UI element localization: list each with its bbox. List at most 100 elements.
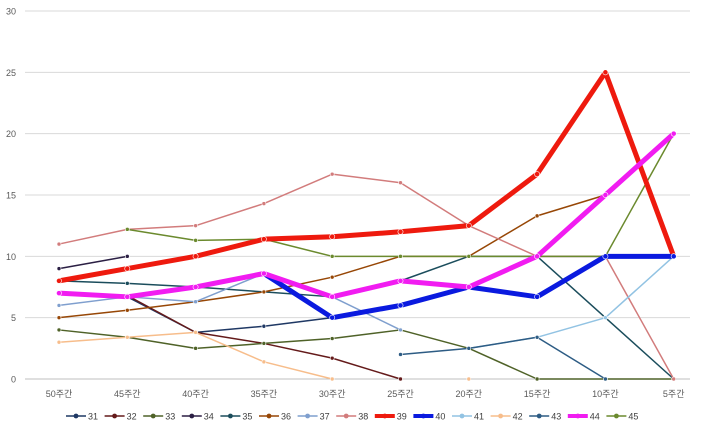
legend-item-37: 37	[297, 412, 330, 422]
legend-label: 43	[551, 412, 561, 422]
data-point	[329, 293, 336, 300]
y-tick-label: 20	[6, 129, 16, 139]
legend-item-39: 39	[374, 412, 407, 422]
legend-item-43: 43	[529, 412, 561, 422]
x-tick-label: 35주간	[251, 389, 278, 399]
x-tick-label: 30주간	[319, 389, 346, 399]
data-point	[329, 233, 336, 240]
data-point	[602, 253, 609, 260]
legend-label: 33	[165, 412, 175, 422]
legend-label: 31	[88, 412, 98, 422]
data-point	[534, 213, 540, 219]
series-39	[56, 69, 677, 284]
legend-item-38: 38	[336, 412, 368, 422]
data-point	[534, 376, 540, 382]
series-lines	[56, 69, 677, 382]
data-point	[329, 314, 336, 321]
data-point	[56, 241, 62, 247]
series-line	[399, 336, 607, 380]
legend-label: 36	[281, 412, 291, 422]
data-point	[56, 277, 62, 284]
series-44	[56, 130, 677, 300]
data-point	[56, 315, 62, 320]
legend-marker	[343, 413, 349, 419]
data-point	[261, 323, 267, 329]
legend-item-45: 45	[606, 412, 638, 422]
data-point	[398, 376, 403, 382]
data-point	[193, 346, 198, 351]
series-line	[56, 69, 677, 284]
legend-item-32: 32	[104, 412, 137, 422]
y-axis: 0 5 10 15 20 25 30	[6, 7, 16, 385]
legend-item-34: 34	[181, 412, 214, 422]
data-point	[670, 253, 677, 260]
series-41	[466, 254, 677, 351]
x-tick-label: 40주간	[182, 389, 209, 399]
series-38	[56, 171, 677, 382]
x-axis: 50주간 45주간 40주간 35주간 30주간 25주간 20주간 15주간 10주간 5주간	[46, 389, 685, 399]
y-tick-label: 30	[6, 7, 16, 17]
legend-item-40: 40	[413, 412, 445, 422]
data-point	[398, 352, 403, 357]
legend-label: 38	[358, 412, 368, 422]
series-34	[56, 254, 130, 271]
data-point	[56, 303, 62, 308]
x-tick-label: 20주간	[456, 389, 483, 399]
x-tick-label: 50주간	[46, 389, 73, 399]
data-point	[329, 376, 335, 382]
data-point	[398, 327, 403, 333]
data-point	[56, 290, 62, 297]
legend-label: 45	[628, 412, 638, 422]
series-line	[58, 329, 675, 380]
legend-item-44: 44	[567, 412, 600, 422]
data-point	[261, 201, 267, 206]
series-line	[468, 255, 675, 350]
data-point	[466, 376, 472, 382]
legend-marker	[614, 413, 619, 419]
legend-label: 39	[397, 412, 407, 422]
data-point	[192, 253, 199, 260]
legend-label: 37	[320, 412, 330, 422]
series-line	[58, 173, 675, 380]
data-point	[534, 334, 540, 340]
data-point	[466, 254, 472, 259]
x-tick-label: 15주간	[524, 389, 551, 399]
data-point	[56, 327, 62, 333]
x-tick-label: 5주간	[663, 389, 685, 399]
legend-marker	[150, 413, 156, 419]
data-point	[397, 277, 404, 284]
legend-label: 34	[204, 412, 214, 422]
data-point	[603, 376, 608, 382]
x-tick-label: 45주간	[114, 389, 141, 399]
series-43	[398, 334, 608, 382]
legend-marker	[228, 413, 233, 419]
data-point	[670, 130, 677, 137]
data-point	[534, 253, 540, 260]
data-point	[260, 236, 267, 243]
legend-label: 35	[242, 412, 252, 422]
data-point	[534, 171, 540, 178]
legend-marker	[421, 413, 426, 419]
data-point	[329, 336, 335, 341]
data-point	[124, 293, 131, 300]
gridlines	[25, 10, 690, 380]
data-point	[261, 289, 267, 295]
legend-marker	[498, 413, 503, 419]
data-point	[534, 293, 540, 300]
data-point	[465, 222, 472, 229]
series-line	[56, 131, 677, 300]
legend-marker	[112, 413, 117, 419]
series-line	[58, 331, 333, 380]
data-point	[329, 254, 335, 259]
data-point	[124, 265, 131, 272]
data-point	[193, 238, 198, 243]
legend: 31 32 33 34 35 36 37 38 39 40 41 42 43 44 45	[66, 412, 638, 422]
data-point	[260, 270, 267, 277]
legend-marker	[73, 413, 79, 419]
legend-item-35: 35	[220, 412, 252, 422]
legend-marker	[459, 413, 465, 419]
x-tick-label: 10주간	[592, 389, 619, 399]
data-point	[56, 339, 62, 345]
